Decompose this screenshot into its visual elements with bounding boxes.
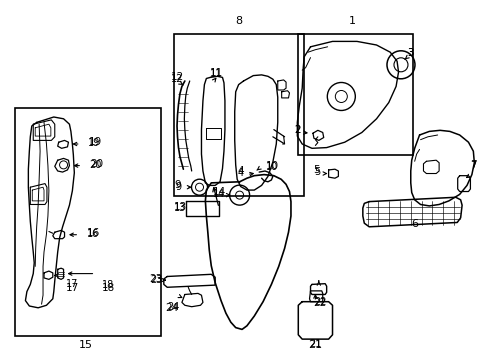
Text: 16: 16: [86, 229, 99, 239]
Text: 12: 12: [170, 74, 183, 84]
Text: 14: 14: [212, 189, 225, 199]
Bar: [15, 108, 161, 336]
Text: 6: 6: [410, 219, 417, 229]
Text: 21: 21: [308, 340, 322, 350]
Text: 23: 23: [148, 274, 162, 284]
Text: 1: 1: [348, 16, 355, 26]
Text: 9: 9: [174, 180, 181, 190]
Text: 4: 4: [237, 168, 243, 178]
Text: 22: 22: [313, 297, 326, 307]
Text: 18: 18: [101, 280, 114, 290]
Text: 19: 19: [87, 138, 100, 148]
Text: 12: 12: [170, 72, 183, 82]
Text: 5: 5: [313, 165, 320, 175]
Text: 23: 23: [150, 275, 163, 285]
Text: 3: 3: [407, 48, 413, 58]
Text: 24: 24: [165, 303, 179, 313]
Text: 11: 11: [209, 68, 223, 78]
Text: 19: 19: [88, 137, 102, 147]
Text: 7: 7: [469, 161, 475, 171]
Bar: [298, 34, 412, 155]
Text: 20: 20: [89, 160, 102, 170]
Text: 24: 24: [167, 302, 180, 312]
Text: 15: 15: [79, 340, 92, 350]
Text: 16: 16: [87, 228, 101, 238]
Text: 10: 10: [265, 162, 278, 172]
Text: 3: 3: [407, 48, 413, 58]
Text: 14: 14: [212, 186, 225, 197]
Text: 21: 21: [308, 339, 321, 349]
Text: 2: 2: [293, 125, 300, 135]
Text: 13: 13: [173, 203, 186, 213]
Text: 2: 2: [294, 125, 300, 135]
Text: 17: 17: [66, 279, 79, 289]
Text: 10: 10: [265, 161, 278, 171]
Bar: [173, 34, 304, 196]
Text: 18: 18: [102, 283, 115, 293]
Text: 8: 8: [235, 16, 242, 26]
Text: 7: 7: [469, 160, 476, 170]
Text: 9: 9: [175, 182, 181, 192]
Text: 5: 5: [313, 167, 319, 177]
Text: 22: 22: [313, 298, 326, 308]
Text: 11: 11: [209, 69, 222, 79]
Text: 13: 13: [173, 202, 186, 212]
Text: 20: 20: [90, 159, 103, 169]
Text: 17: 17: [65, 283, 79, 293]
Text: 4: 4: [237, 166, 244, 176]
